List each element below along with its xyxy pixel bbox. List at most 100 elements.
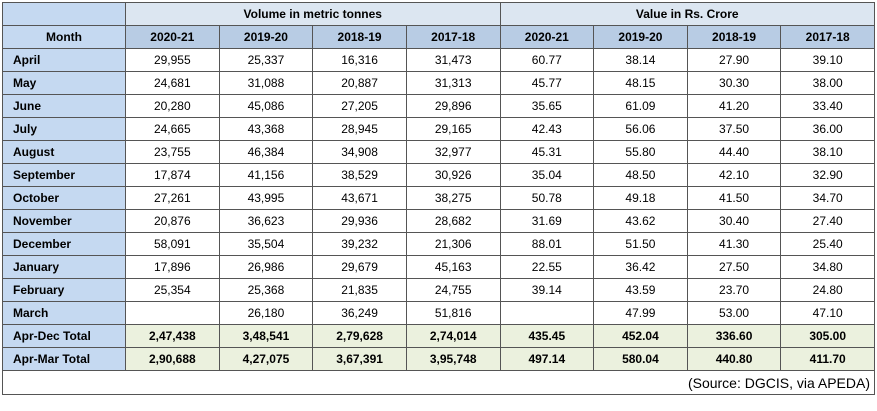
value-cell: 17,896 [125,255,220,279]
source-note: (Source: DGCIS, via APEDA) [2,370,875,395]
value-cell: 56.06 [593,117,688,141]
value-cell: 30.40 [686,209,782,233]
value-cell: 43,671 [312,186,407,210]
value-cell: 29,955 [125,48,220,72]
value-cell: 4,27,075 [218,347,314,371]
value-cell: 31.69 [499,209,595,233]
month-cell: June [2,94,126,118]
month-cell: April [2,48,126,72]
data-row: August 23,755 46,384 34,908 32,977 45.31 55.80… [2,140,875,164]
data-row: January 17,896 26,986 29,679 45,163 22.55 36.4… [2,255,875,279]
value-cell: 32.90 [780,163,875,187]
value-cell: 45,086 [218,94,314,118]
value-cell: 51.50 [593,232,688,256]
value-cell: 36,249 [312,301,407,325]
value-cell: 435.45 [499,324,595,348]
value-cell: 34,908 [312,140,407,164]
value-cell: 24.80 [780,278,875,302]
value-cell: 38.00 [780,71,875,95]
month-cell: December [2,232,126,256]
value-cell: 3,95,748 [405,347,501,371]
value-cell: 20,876 [125,209,220,233]
column-header-row: Month 2020-21 2019-20 2018-19 2017-18 2020-21… [2,25,875,49]
value-cell: 27,261 [125,186,220,210]
month-cell: November [2,209,126,233]
value-cell: 34.80 [780,255,875,279]
value-cell: 2,74,014 [405,324,501,348]
value-cell: 47.99 [593,301,688,325]
month-cell: March [2,301,126,325]
value-cell: 29,679 [312,255,407,279]
value-cell: 43,368 [218,117,314,141]
value-cell: 21,835 [312,278,407,302]
table-wrap: Volume in metric tonnes Value in Rs. Cror… [2,2,875,395]
value-cell: 20,887 [312,71,407,95]
data-row: September 17,874 41,156 38,529 30,926 35.04 48… [2,163,875,187]
total-row: Apr-Dec Total 2,47,438 3,48,541 2,79,628 2,7… [2,324,875,348]
value-cell: 26,986 [218,255,314,279]
value-cell: 27.90 [686,48,782,72]
column-header: 2017-18 [405,25,501,49]
data-row: December 58,091 35,504 39,232 21,306 88.01 51.… [2,232,875,256]
value-cell: 21,306 [405,232,501,256]
data-row: November 20,876 36,623 29,936 28,682 31.69 43.… [2,209,875,233]
column-header: 2017-18 [780,25,875,49]
value-cell: 41.20 [686,94,782,118]
value-cell: 48.15 [593,71,688,95]
value-cell: 29,936 [312,209,407,233]
data-row: May 24,681 31,088 20,887 31,313 45.77 48.15 30.… [2,71,875,95]
value-cell: 24,681 [125,71,220,95]
month-cell: May [2,71,126,95]
value-cell [125,301,220,325]
value-cell: 25,354 [125,278,220,302]
month-cell: February [2,278,126,302]
value-cell: 26,180 [218,301,314,325]
value-cell: 25,337 [218,48,314,72]
value-cell: 38,275 [405,186,501,210]
value-cell: 16,316 [312,48,407,72]
value-cell: 31,313 [405,71,501,95]
value-cell: 2,90,688 [125,347,220,371]
data-row: February 25,354 25,368 21,835 24,755 39.14 43.… [2,278,875,302]
value-cell: 49.18 [593,186,688,210]
value-cell: 411.70 [780,347,875,371]
month-cell: October [2,186,126,210]
value-cell: 29,165 [405,117,501,141]
data-table: Volume in metric tonnes Value in Rs. Cror… [2,2,875,395]
value-cell: 45.77 [499,71,595,95]
data-row: July 24,665 43,368 28,945 29,165 42.43 56.06 37… [2,117,875,141]
column-header: 2019-20 [593,25,688,49]
value-cell: 45.31 [499,140,595,164]
value-cell: 29,896 [405,94,501,118]
data-row: June 20,280 45,086 27,205 29,896 35.65 61.09 41… [2,94,875,118]
value-cell: 47.10 [780,301,875,325]
value-cell: 28,682 [405,209,501,233]
value-cell: 24,755 [405,278,501,302]
value-cell: 24,665 [125,117,220,141]
value-cell: 27.50 [686,255,782,279]
value-cell: 23,755 [125,140,220,164]
value-cell: 41.50 [686,186,782,210]
data-row: March 26,180 36,249 51,816 47.99 53.00 47.10 [2,301,875,325]
value-cell: 22.55 [499,255,595,279]
column-header: 2018-19 [312,25,407,49]
month-cell: Apr-Mar Total [2,347,126,371]
value-cell: 36,623 [218,209,314,233]
value-cell: 31,088 [218,71,314,95]
value-cell: 88.01 [499,232,595,256]
value-cell: 28,945 [312,117,407,141]
value-cell: 452.04 [593,324,688,348]
value-cell: 44.40 [686,140,782,164]
value-cell: 39.10 [780,48,875,72]
value-cell: 3,48,541 [218,324,314,348]
value-cell: 39,232 [312,232,407,256]
value-cell: 42.43 [499,117,595,141]
value-cell: 51,816 [405,301,501,325]
value-cell: 43.62 [593,209,688,233]
value-cell: 48.50 [593,163,688,187]
value-cell: 20,280 [125,94,220,118]
value-cell [499,301,595,325]
value-cell: 336.60 [686,324,782,348]
month-cell: Apr-Dec Total [2,324,126,348]
